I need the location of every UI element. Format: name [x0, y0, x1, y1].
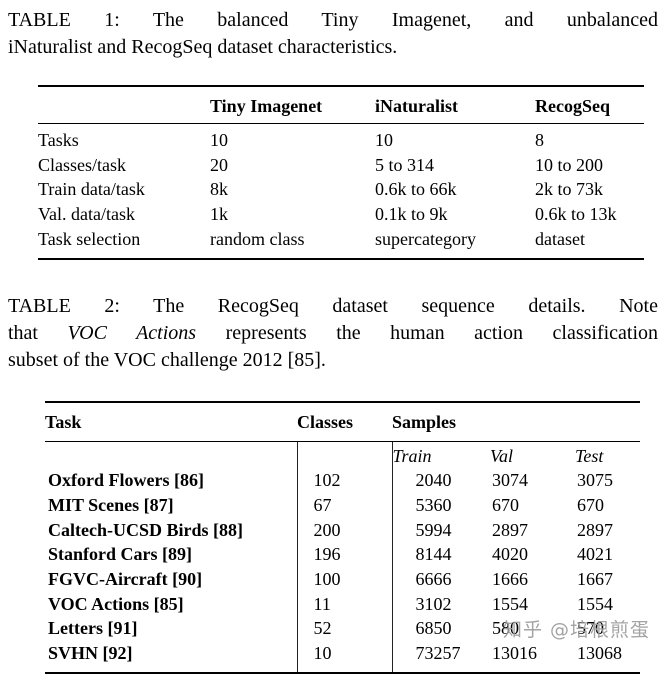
- table1-row-label: Task selection: [38, 228, 141, 249]
- table2-val: 580: [492, 618, 519, 639]
- table2-test: 570: [577, 618, 604, 639]
- table1-cell: dataset: [535, 228, 585, 249]
- table2-subheader-row: Train Val Test: [45, 441, 640, 469]
- caption-line: subset of the VOC challenge 2012 [85].: [8, 349, 326, 372]
- table1-row: Tasks 10 10 8: [38, 124, 644, 153]
- table2-task: FGVC-Aircraft [90]: [48, 569, 203, 590]
- table2-test: 4021: [577, 544, 613, 565]
- table1-cell: random class: [210, 228, 305, 249]
- table2-classes: 67: [296, 493, 392, 518]
- table2-row: Oxford Flowers [86] 102 2040 3074 3075: [45, 468, 640, 494]
- table1-row-label: Train data/task: [38, 179, 145, 200]
- table2-classes: 200: [296, 517, 392, 543]
- table2-subheader-test: Test: [575, 446, 604, 467]
- table1-cell: 5 to 314: [375, 154, 435, 175]
- table1-cell: 2k to 73k: [535, 179, 604, 200]
- table2-caption: TABLE 2: The RecogSeq dataset sequence d…: [8, 293, 658, 374]
- table2-header-row: Task Classes Samples: [45, 402, 641, 443]
- table2-classes: 102: [296, 468, 392, 494]
- table2-train: 6666: [391, 567, 490, 592]
- table2-val: 1554: [492, 593, 528, 614]
- table1-row: Train data/task 8k 0.6k to 66k 2k to 73k: [38, 177, 644, 202]
- table2-task: MIT Scenes [87]: [48, 495, 174, 516]
- table2-task: VOC Actions [85]: [48, 593, 184, 614]
- table2-train: 3102: [391, 591, 490, 617]
- table1-cell: 20: [210, 154, 228, 175]
- table2-task: Stanford Cars [89]: [48, 544, 192, 565]
- table1-cell: 0.6k to 13k: [535, 204, 617, 225]
- table1-row: Classes/task 20 5 to 314 10 to 200: [38, 153, 644, 178]
- table2-subheader-train: Train: [391, 441, 490, 469]
- table2-header-task: Task: [45, 402, 297, 443]
- caption-line: that VOC Actions represents the human ac…: [8, 320, 658, 347]
- table1-cell: 10 to 200: [535, 154, 604, 175]
- table1-row: Val. data/task 1k 0.1k to 9k 0.6k to 13k: [38, 202, 644, 227]
- table2-task: Letters [91]: [48, 618, 138, 639]
- table1-cell: 10: [210, 130, 228, 150]
- table2-subheader-empty: [45, 442, 297, 469]
- table1-row-label: Classes/task: [38, 154, 126, 175]
- table1-header-row: Tiny Imagenet iNaturalist RecogSeq: [38, 86, 644, 124]
- table1-header-empty: [38, 86, 210, 124]
- table1-header-tiny-imagenet: Tiny Imagenet: [210, 86, 375, 124]
- table1-cell: 8k: [210, 179, 228, 200]
- table2-val: 670: [492, 495, 519, 516]
- table2-row: MIT Scenes [87] 67 5360 670 670: [45, 493, 640, 518]
- table2-row: Caltech-UCSD Birds [88] 200 5994 2897 28…: [45, 517, 640, 543]
- table2-test: 1667: [577, 569, 613, 590]
- table2: Task Classes Samples Train Val Test Oxfo…: [45, 401, 641, 674]
- table2-subheader-empty: [296, 441, 392, 469]
- table2-train: 5994: [391, 517, 490, 543]
- table1-header-inaturalist: iNaturalist: [375, 86, 535, 124]
- table2-task: Caltech-UCSD Birds [88]: [48, 519, 243, 540]
- table2-classes: 196: [296, 542, 392, 568]
- table1-cell: 0.1k to 9k: [375, 204, 448, 225]
- caption-italic-term: VOC Actions: [67, 322, 197, 345]
- table1-cell: 10: [375, 130, 393, 150]
- table2-val: 3074: [492, 470, 528, 491]
- table2-test: 670: [577, 495, 604, 516]
- table1-cell: supercategory: [375, 228, 476, 249]
- caption-line: TABLE 1: The balanced Tiny Imagenet, and…: [8, 9, 658, 31]
- table2-train: 8144: [391, 542, 490, 568]
- table2-header-samples: Samples: [392, 402, 641, 443]
- table2-classes: 100: [296, 567, 392, 592]
- table2-row: VOC Actions [85] 11 3102 1554 1554: [45, 591, 640, 617]
- caption-line: iNaturalist and RecogSeq dataset charact…: [8, 36, 398, 58]
- table2-val: 1666: [492, 569, 528, 590]
- table2-test: 2897: [577, 519, 613, 540]
- table1-cell: 1k: [210, 204, 228, 225]
- table1-caption: TABLE 1: The balanced Tiny Imagenet, and…: [8, 7, 658, 61]
- table2-val: 2897: [492, 519, 528, 540]
- table2-header-classes: Classes: [297, 402, 392, 443]
- table2-train: 5360: [391, 493, 490, 518]
- table1-header-recogseq: RecogSeq: [535, 86, 644, 124]
- table2-train: 2040: [391, 468, 490, 494]
- table1-row-label: Tasks: [38, 130, 79, 150]
- table2-test: 3075: [577, 470, 613, 491]
- table2-classes: 52: [296, 616, 392, 642]
- table1-cell: 0.6k to 66k: [375, 179, 457, 200]
- table2-row: Stanford Cars [89] 196 8144 4020 4021: [45, 542, 640, 568]
- table1-cell: 8: [535, 130, 544, 150]
- caption-text: that: [8, 322, 38, 345]
- table2-test: 1554: [577, 593, 613, 614]
- caption-line: TABLE 2: The RecogSeq dataset sequence d…: [8, 295, 658, 318]
- table2-row: Letters [91] 52 6850 580 570: [45, 616, 640, 642]
- caption-text: represents the human action classificati…: [225, 322, 659, 345]
- table2-task: Oxford Flowers [86]: [48, 470, 204, 491]
- table2-train: 6850: [391, 616, 490, 642]
- table2-val: 4020: [492, 544, 528, 565]
- table2-classes: 11: [296, 591, 392, 617]
- table1: Tiny Imagenet iNaturalist RecogSeq Tasks…: [38, 85, 644, 261]
- table1-row: Task selection random class supercategor…: [38, 227, 644, 260]
- table1-row-label: Val. data/task: [38, 204, 135, 225]
- table2-subheader-val: Val: [490, 446, 514, 467]
- table2-row: FGVC-Aircraft [90] 100 6666 1666 1667: [45, 567, 640, 592]
